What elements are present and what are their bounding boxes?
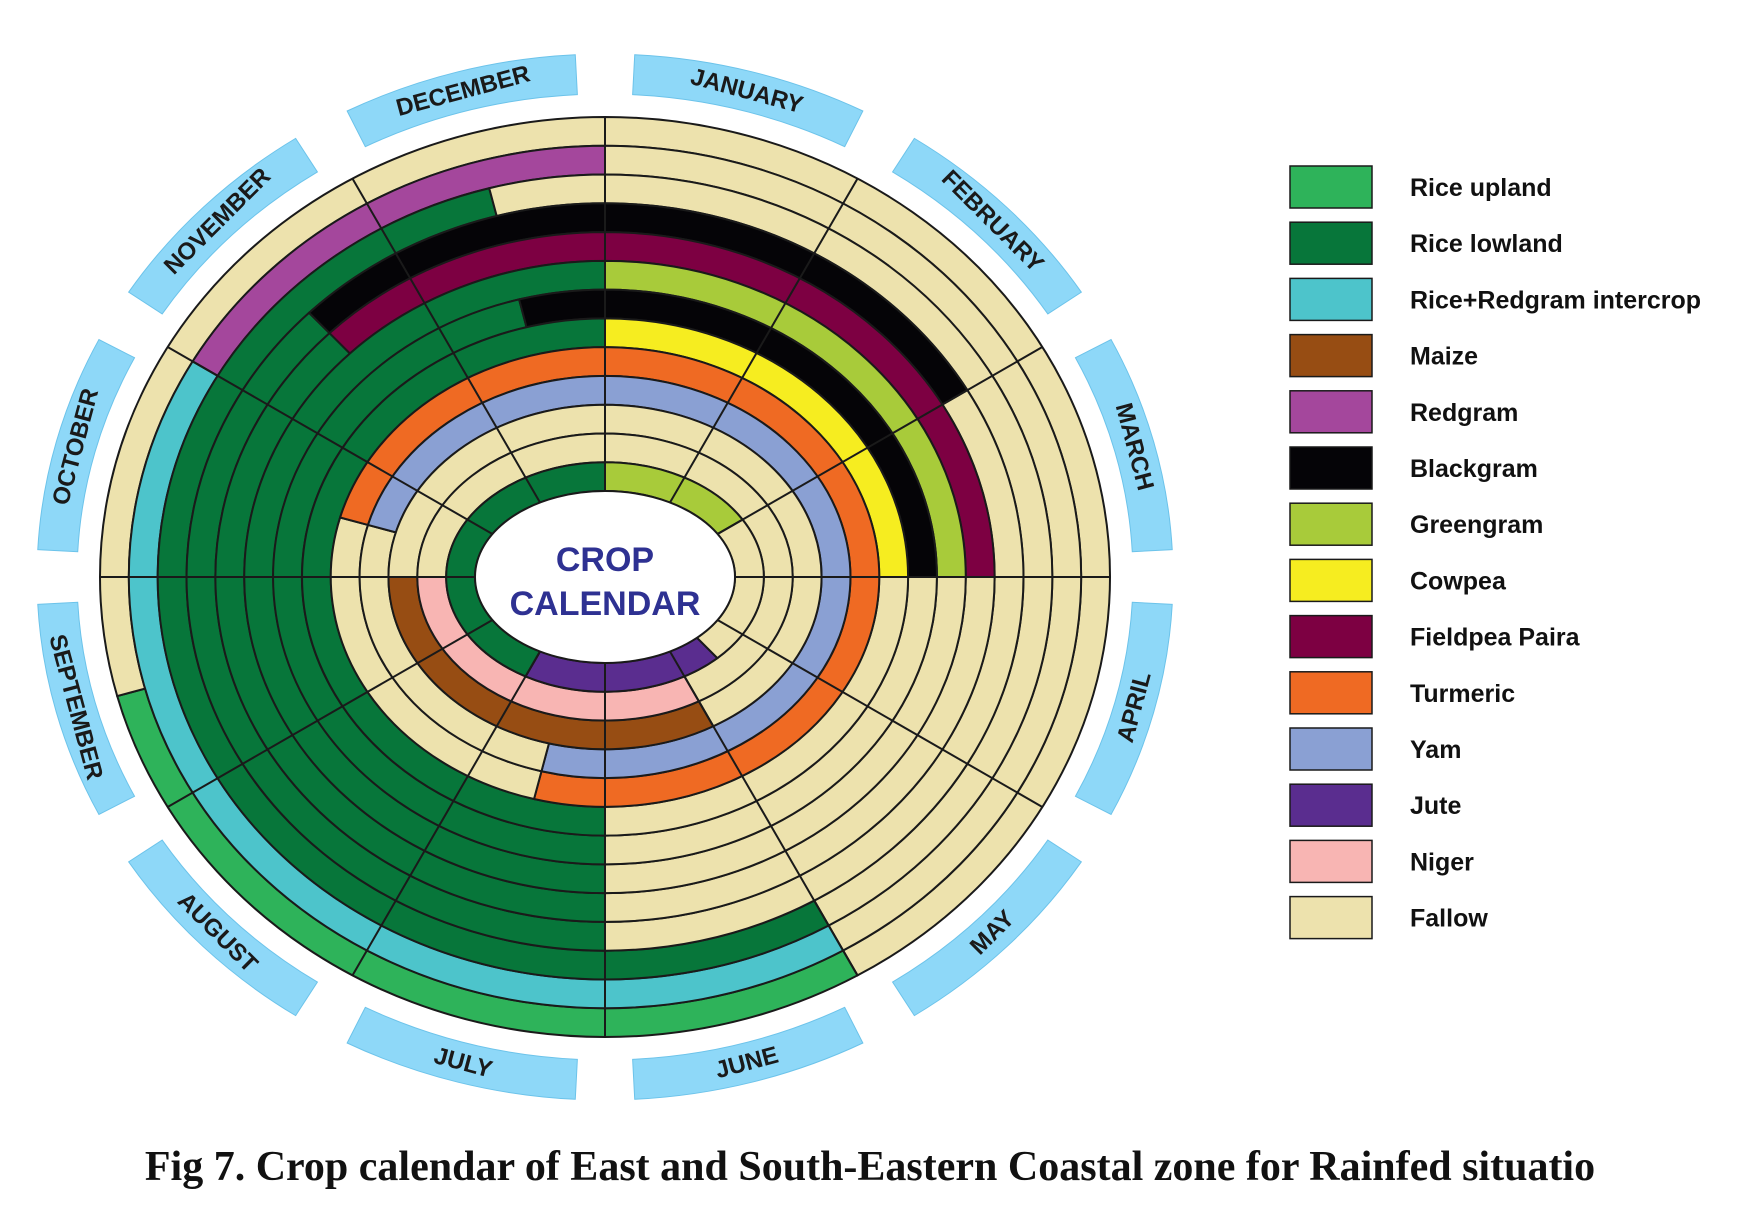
month-tab-december: [346, 54, 578, 148]
month-divider: [717, 346, 1043, 535]
month-tab-july: [346, 1006, 578, 1100]
month-divider: [167, 619, 493, 808]
legend: Rice upland Rice lowland Rice+Redgram inte…: [1289, 165, 1701, 940]
legend-swatch-jute: [1289, 783, 1373, 827]
legend-label-redgram: Redgram: [1410, 399, 1518, 427]
month-tab-march: [1074, 338, 1173, 553]
legend-label-turmeric: Turmeric: [1410, 680, 1515, 708]
legend-label-fallow: Fallow: [1410, 905, 1488, 933]
month-tab-february: [891, 137, 1083, 315]
legend-swatch-turmeric: [1289, 671, 1373, 715]
center-title-line2: CALENDAR: [510, 585, 701, 623]
legend-swatch-maize: [1289, 333, 1373, 378]
legend-label-cowpea: Cowpea: [1410, 567, 1507, 595]
month-divider: [351, 650, 541, 976]
legend-label-niger: Niger: [1410, 848, 1474, 876]
month-dividers: [100, 117, 1110, 1037]
month-tab-january: [632, 54, 864, 148]
legend-label-jute: Jute: [1410, 792, 1462, 820]
month-tab-april: [1074, 601, 1173, 816]
legend-swatch-fallow: [1289, 895, 1373, 940]
legend-swatch-yam: [1289, 727, 1373, 771]
month-divider: [669, 650, 859, 976]
month-divider: [669, 178, 859, 504]
month-tab-june: [632, 1006, 864, 1100]
legend-label-greengram: Greengram: [1410, 511, 1543, 539]
legend-swatch-rice_upland: [1289, 165, 1373, 209]
month-divider: [351, 178, 541, 504]
month-tab-september: [37, 601, 136, 816]
legend-label-rice_upland: Rice upland: [1410, 174, 1552, 202]
legend-swatch-cowpea: [1289, 558, 1373, 603]
month-divider: [717, 619, 1043, 808]
month-tab-may: [891, 839, 1083, 1017]
month-tab-october: [37, 338, 136, 553]
legend-label-maize: Maize: [1410, 343, 1478, 371]
month-tab-november: [127, 137, 319, 315]
month-divider: [167, 346, 493, 535]
legend-swatch-rice_redgram: [1289, 277, 1373, 322]
legend-label-rice_lowland: Rice lowland: [1410, 230, 1563, 258]
month-tab-august: [127, 839, 319, 1017]
legend-label-blackgram: Blackgram: [1410, 455, 1538, 483]
legend-label-fieldpea: Fieldpea Paira: [1410, 624, 1581, 652]
legend-label-yam: Yam: [1410, 736, 1461, 764]
legend-swatch-greengram: [1289, 502, 1373, 546]
legend-swatch-blackgram: [1289, 446, 1373, 490]
center-title-line1: CROP: [556, 541, 654, 579]
legend-swatch-rice_lowland: [1289, 221, 1373, 265]
month-label-december: DECEMBER: [393, 60, 533, 122]
figure-caption: Fig 7. Crop calendar of East and South-E…: [145, 1144, 1595, 1190]
legend-label-rice_redgram: Rice+Redgram intercrop: [1410, 286, 1701, 314]
legend-swatch-redgram: [1289, 390, 1373, 434]
legend-swatch-niger: [1289, 839, 1373, 884]
center-hole: [474, 490, 736, 664]
legend-swatch-fieldpea: [1289, 614, 1373, 659]
